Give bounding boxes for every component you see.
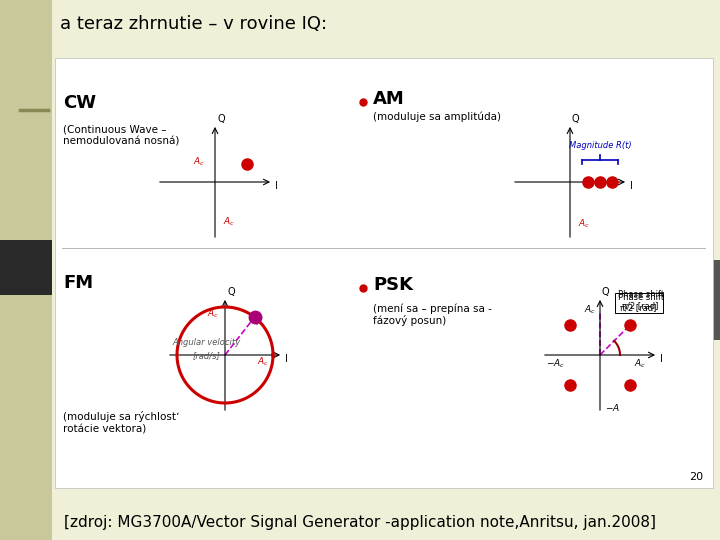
Text: [rad/s]: [rad/s] [193,351,221,360]
Bar [695,260,720,340]
Text: $-A$: $-A$ [605,402,620,413]
Text: (Continuous Wave –: (Continuous Wave – [63,124,166,134]
Text: I: I [630,181,633,191]
Text: Q: Q [602,287,610,297]
Text: (moduluje sa amplitúda): (moduluje sa amplitúda) [373,111,501,122]
Text: 20: 20 [689,472,703,482]
Text: $A_c$: $A_c$ [207,308,219,321]
Text: $A_c$: $A_c$ [257,356,269,368]
Text: $A_c$: $A_c$ [578,217,590,230]
Text: $A_c$: $A_c$ [193,155,205,167]
Text: I: I [660,354,663,364]
Bar [615,293,663,313]
Text: π/2 [rad]: π/2 [rad] [620,303,657,312]
Text: I: I [285,354,288,364]
Text: rotácie vektora): rotácie vektora) [63,424,146,434]
Text: AM: AM [373,90,405,108]
Text: PSK: PSK [373,276,413,294]
Text: [zdroj: MG3700A/Vector Signal Generator -application note,Anritsu, jan.2008]: [zdroj: MG3700A/Vector Signal Generator … [64,515,656,530]
Text: $A_c$: $A_c$ [634,358,646,370]
Text: $A_c$: $A_c$ [223,215,235,227]
Text: (moduluje sa rýchlostʼ: (moduluje sa rýchlostʼ [63,411,179,422]
Text: FM: FM [63,274,93,292]
Text: fázový posun): fázový posun) [373,315,446,326]
Text: Magnitude R(t): Magnitude R(t) [569,141,631,150]
Text: $A_c$: $A_c$ [584,304,596,316]
Text: CW: CW [63,94,96,112]
Text: π/2 [rad]: π/2 [rad] [622,301,658,310]
Bar [55,58,713,488]
Text: Q: Q [217,114,225,124]
Text: I: I [275,181,278,191]
Bar [0,0,52,540]
Text: Phase shift: Phase shift [618,290,664,299]
Text: Q: Q [572,114,580,124]
Text: Phase shift: Phase shift [618,293,664,302]
Text: Q: Q [227,287,235,297]
Bar [0,240,52,295]
Text: nemodulovaná nosná): nemodulovaná nosná) [63,136,179,146]
Text: a teraz zhrnutie – v rovine IQ:: a teraz zhrnutie – v rovine IQ: [60,15,327,33]
Text: (mení sa – prepína sa -: (mení sa – prepína sa - [373,303,492,314]
Text: $-A_c$: $-A_c$ [546,358,565,370]
Text: Angular velocity: Angular velocity [173,338,241,347]
